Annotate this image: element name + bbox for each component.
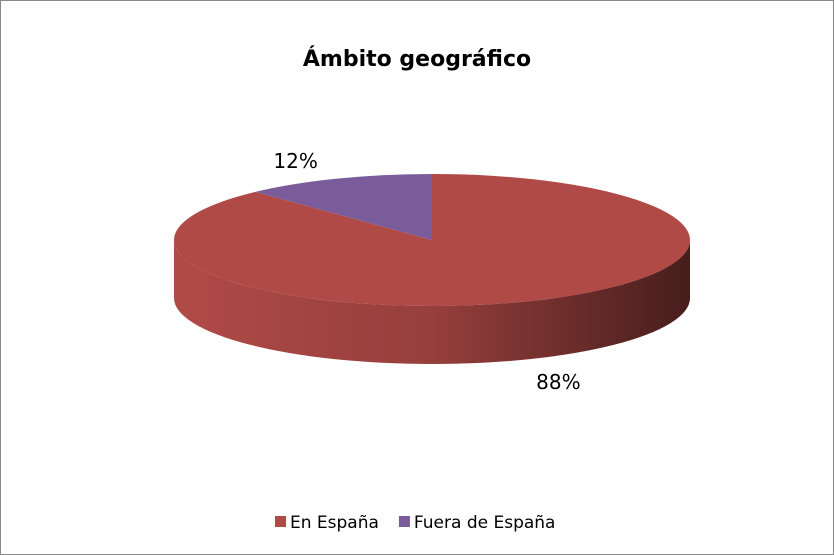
legend-swatch [398,516,410,527]
legend: En España Fuera de España [275,513,555,533]
pie [174,174,690,364]
data-label: 88% [536,370,580,394]
legend-label: En España [290,513,379,533]
slice-side-shade [174,240,690,364]
legend-swatch [275,516,286,527]
legend-label: Fuera de España [414,513,556,533]
chart-title: Ámbito geográfico [303,46,531,72]
slice [255,174,432,240]
data-label: 12% [273,149,317,173]
